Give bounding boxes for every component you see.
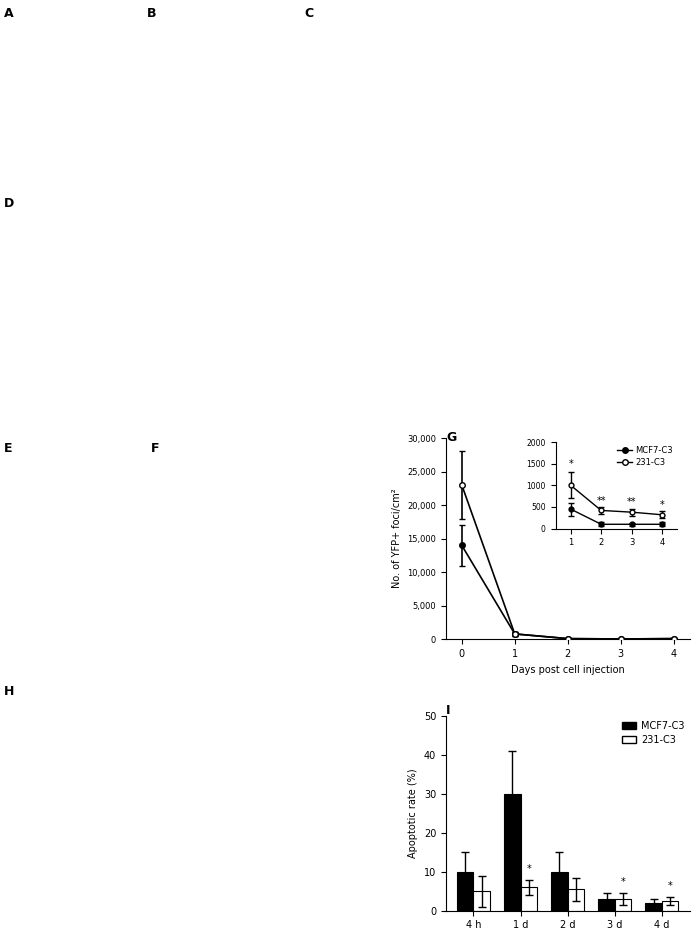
Bar (645, 903, 662, 911)
Y-axis label: Apoptotic rate (%): Apoptotic rate (%) (408, 768, 418, 858)
Text: D: D (4, 197, 14, 210)
Bar (662, 901, 678, 911)
X-axis label: Days post cell injection: Days post cell injection (511, 665, 624, 675)
Text: B: B (147, 7, 157, 20)
Legend: MCF7-C3, 231-C3: MCF7-C3, 231-C3 (622, 721, 685, 745)
Text: G: G (446, 431, 456, 444)
Bar (457, 871, 473, 911)
Text: H: H (4, 685, 14, 698)
Bar (473, 891, 490, 911)
Text: A: A (4, 7, 13, 20)
Bar (598, 899, 615, 911)
Bar (521, 887, 537, 911)
Text: F: F (150, 442, 159, 455)
Bar (551, 871, 568, 911)
Text: *: * (621, 877, 625, 887)
Text: *: * (668, 882, 673, 891)
Text: E: E (4, 442, 12, 455)
Text: *: * (526, 864, 531, 873)
Bar (504, 794, 521, 911)
Bar (615, 899, 631, 911)
Bar (568, 889, 584, 911)
Y-axis label: No. of YFP+ foci/cm²: No. of YFP+ foci/cm² (391, 489, 402, 589)
Text: I: I (446, 704, 450, 717)
Text: C: C (304, 7, 314, 20)
